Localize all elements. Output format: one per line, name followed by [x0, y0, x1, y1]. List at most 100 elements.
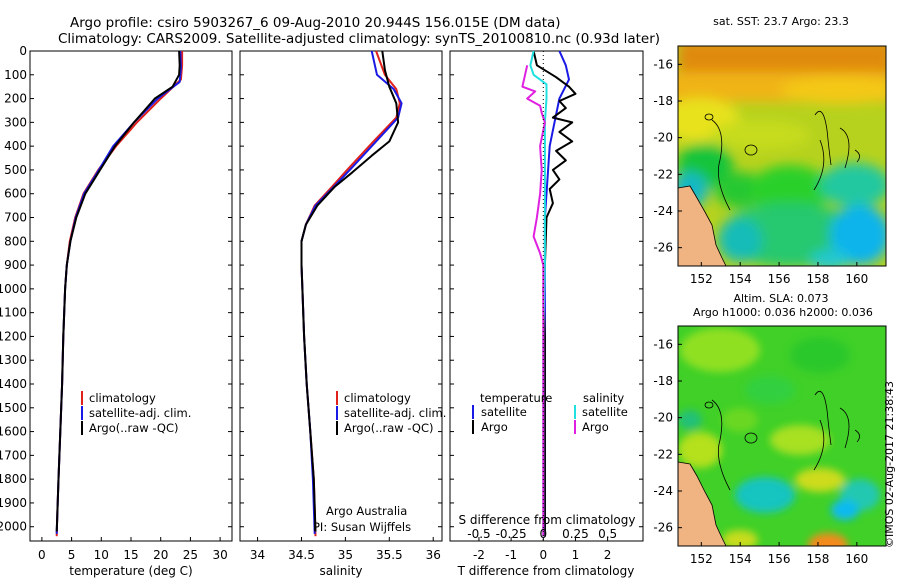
map-x-tick-label: 154 — [729, 552, 752, 566]
sst-map-x-ticks: 152 154 156 158 160 — [690, 262, 868, 286]
temperature-series — [55, 50, 184, 537]
map-y-tick-label: -20 — [653, 411, 673, 425]
difference-t-ticks: -2 -1 0 1 2 — [473, 537, 611, 562]
series-line — [55, 51, 184, 537]
depth-axis: 0 100 200 300 400 500 600 700 800 900 1000 1100 1200… — [0, 44, 643, 534]
difference-series — [521, 50, 577, 537]
legend-climatology-label: climatology — [344, 391, 411, 405]
salinity-xlabel: salinity — [319, 564, 362, 578]
legend-s-argo-label: Argo — [582, 420, 609, 434]
depth-tick-label: 1400 — [0, 377, 27, 391]
depth-tick-label: 700 — [4, 211, 27, 225]
series-line — [55, 50, 182, 534]
temperature-x-ticks: 0 5 10 15 20 25 30 — [38, 537, 228, 562]
depth-tick-label: 800 — [4, 234, 27, 248]
map-y-tick-label: -20 — [653, 131, 673, 145]
map-x-tick-label: 152 — [690, 552, 713, 566]
depth-tick-label: 1000 — [0, 282, 27, 296]
x-tick-label: 25 — [183, 548, 198, 562]
depth-tick-label: 1100 — [0, 306, 27, 320]
sla-map-title-line1: Altim. SLA: 0.073 — [733, 292, 828, 305]
series-line — [300, 50, 400, 532]
salinity-legend: climatology satellite-adj. clim. Argo(..… — [336, 391, 446, 435]
map-y-tick-label: -18 — [653, 374, 673, 388]
x-tick-label: 5 — [68, 548, 76, 562]
x-tick-label: 35 — [338, 548, 353, 562]
salinity-x-ticks: 34 34.5 35 35.5 36 — [250, 537, 441, 562]
sst-map-field — [678, 46, 886, 266]
depth-tick-label: 100 — [4, 68, 27, 82]
map-x-tick-label: 160 — [845, 552, 868, 566]
depth-tick-label: 300 — [4, 115, 27, 129]
x-tick-label: 34 — [250, 548, 265, 562]
depth-tick-label: 600 — [4, 187, 27, 201]
map-x-tick-label: 156 — [768, 552, 791, 566]
map-y-tick-label: -26 — [653, 521, 673, 535]
figure-title-line1: Argo profile: csiro 5903267_6 09-Aug-201… — [70, 15, 561, 31]
temperature-xlabel: temperature (deg C) — [69, 564, 192, 578]
s-tick-label: -0.5 — [467, 527, 490, 541]
x-tick-label: 36 — [426, 548, 441, 562]
depth-tick-label: 2000 — [0, 520, 27, 534]
depth-tick-label: 500 — [4, 163, 27, 177]
depth-tick-label: 1700 — [0, 448, 27, 462]
temperature-legend: climatology satellite-adj. clim. Argo(..… — [81, 391, 191, 435]
sla-map-x-ticks: 152 154 156 158 160 — [690, 542, 868, 566]
sst-map-y-ticks: -16 -18 -20 -22 -24 -26 — [653, 57, 682, 255]
depth-tick-label: 1600 — [0, 425, 27, 439]
x-tick-label: 0 — [539, 548, 547, 562]
series-line — [300, 50, 401, 537]
s-tick-label: 0.25 — [562, 527, 589, 541]
series-line — [300, 50, 403, 534]
legend-t-satellite-label: satellite — [481, 405, 527, 419]
map-y-tick-label: -24 — [653, 204, 673, 218]
map-y-tick-label: -16 — [653, 57, 673, 71]
x-tick-label: 20 — [153, 548, 168, 562]
depth-tick-label: 400 — [4, 139, 27, 153]
legend-s-satellite-label: satellite — [582, 405, 628, 419]
s-tick-label: 0 — [539, 527, 547, 541]
map-x-tick-label: 158 — [807, 552, 830, 566]
series-line — [55, 50, 181, 532]
series-line — [543, 50, 570, 537]
depth-tick-label: 1300 — [0, 353, 27, 367]
map-x-tick-label: 154 — [729, 272, 752, 286]
x-tick-label: 34.5 — [288, 548, 315, 562]
difference-panel — [449, 50, 644, 542]
map-y-tick-label: -16 — [653, 337, 673, 351]
sla-map-title-line2: Argo h1000: 0.036 h2000: 0.036 — [693, 306, 873, 319]
sst-map-title: sat. SST: 23.7 Argo: 23.3 — [713, 15, 849, 28]
difference-xlabel: T difference from climatology — [457, 564, 635, 578]
x-tick-label: -2 — [473, 548, 485, 562]
legend-argo-label: Argo(..raw -QC) — [344, 421, 434, 435]
depth-tick-label: 1200 — [0, 329, 27, 343]
difference-legend: temperature satellite Argo salinity sate… — [472, 391, 628, 434]
depth-tick-label: 0 — [19, 44, 27, 58]
salinity-panel — [239, 50, 443, 542]
legend-temperature-title: temperature — [480, 391, 552, 405]
sla-map-y-ticks: -16 -18 -20 -22 -24 -26 — [653, 337, 682, 535]
legend-satellite-label: satellite-adj. clim. — [89, 406, 191, 420]
map-y-tick-label: -22 — [653, 447, 673, 461]
difference-s-ticks: -0.5 -0.25 0 0.25 0.5 — [467, 527, 617, 541]
x-tick-label: 35.5 — [376, 548, 403, 562]
x-tick-label: 1 — [572, 548, 580, 562]
pi-label: PI: Susan Wijffels — [313, 520, 411, 534]
map-x-tick-label: 152 — [690, 272, 713, 286]
legend-climatology-label: climatology — [89, 391, 156, 405]
salinity-series — [300, 50, 403, 537]
x-tick-label: 15 — [123, 548, 138, 562]
sla-map-frame — [677, 325, 887, 547]
x-tick-label: 2 — [604, 548, 612, 562]
legend-salinity-title: salinity — [583, 391, 624, 405]
sla-map-field — [678, 326, 886, 546]
legend-argo-label: Argo(..raw -QC) — [89, 421, 179, 435]
x-tick-label: -1 — [505, 548, 517, 562]
copyright-stamp: ©IMOS 02-Aug-2017 21:38:43 — [883, 381, 896, 548]
difference-xlabel-top: S difference from climatology — [459, 513, 636, 527]
x-tick-label: 30 — [212, 548, 227, 562]
depth-tick-label: 1800 — [0, 472, 27, 486]
x-tick-label: 0 — [38, 548, 46, 562]
map-y-tick-label: -18 — [653, 94, 673, 108]
